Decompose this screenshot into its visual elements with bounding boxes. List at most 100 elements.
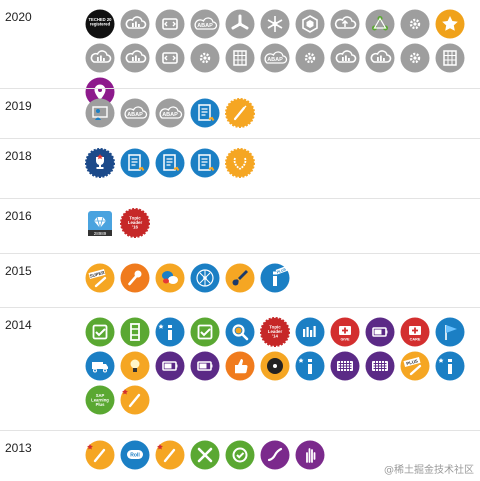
pen-star-icon[interactable] <box>85 440 115 470</box>
year-label: 2016 <box>5 209 32 223</box>
lightbulb-icon-graphic <box>120 351 150 381</box>
bar-chart-icon[interactable] <box>295 317 325 347</box>
building-icon-graphic <box>435 43 465 73</box>
svg-text:Leader: Leader <box>268 329 283 334</box>
network-nodes-icon[interactable] <box>365 9 395 39</box>
check-square-icon[interactable] <box>190 317 220 347</box>
thumbs-up-icon[interactable] <box>225 351 255 381</box>
gear-icon[interactable] <box>400 43 430 73</box>
check-square-icon[interactable] <box>85 317 115 347</box>
battery-icon-graphic <box>365 317 395 347</box>
network-nodes-icon-graphic <box>365 9 395 39</box>
cloud-chart-icon[interactable] <box>120 43 150 73</box>
topic-leader-seal-icon[interactable]: Topic Leader '16 <box>120 208 150 238</box>
super-pen-icon[interactable]: SUPER <box>85 263 115 293</box>
info-stars-icon[interactable] <box>295 351 325 381</box>
gear-icon[interactable] <box>190 43 220 73</box>
building-icon[interactable] <box>435 43 465 73</box>
abap-cloud-icon[interactable]: ABAP <box>155 98 185 128</box>
disc-icon[interactable] <box>260 351 290 381</box>
svg-text:Plus: Plus <box>96 402 106 407</box>
info-stars-icon[interactable] <box>155 317 185 347</box>
checkmark-icon[interactable] <box>225 440 255 470</box>
year-row-2020: 2020 TECHED 20 registered ABAP ABAP <box>0 0 480 107</box>
lightbulb-icon[interactable] <box>120 351 150 381</box>
abap-cloud-icon[interactable]: ABAP <box>120 98 150 128</box>
diamond-badge-icon-graphic: 28989 <box>88 211 112 236</box>
pen-stars-icon[interactable] <box>120 385 150 415</box>
plus-pen-icon[interactable]: PLUS <box>400 351 430 381</box>
trophy-seal-icon-graphic <box>85 148 115 178</box>
wreath-seal-icon[interactable] <box>225 148 255 178</box>
building-icon[interactable] <box>225 43 255 73</box>
truck-icon-graphic <box>85 351 115 381</box>
svg-text:SAP: SAP <box>96 393 105 398</box>
battery-icon[interactable] <box>365 317 395 347</box>
code-tag-icon[interactable] <box>155 9 185 39</box>
cloud-chart-icon-graphic <box>365 43 395 73</box>
magnifier-icon[interactable] <box>225 317 255 347</box>
cloud-chart-icon[interactable] <box>330 43 360 73</box>
diamond-badge-icon[interactable]: 28989 <box>85 208 115 238</box>
gear-icon[interactable] <box>400 9 430 39</box>
propeller-icon[interactable] <box>225 9 255 39</box>
guitar-icon[interactable] <box>225 263 255 293</box>
abap-cloud-icon[interactable]: ABAP <box>260 43 290 73</box>
gear-icon[interactable] <box>295 43 325 73</box>
svg-text:Roll: Roll <box>130 453 140 459</box>
document-edit-icon[interactable] <box>155 148 185 178</box>
microphone-icon[interactable] <box>120 263 150 293</box>
pen-stroke-icon[interactable] <box>260 440 290 470</box>
gear-icon-graphic <box>190 43 220 73</box>
hand-print-icon[interactable] <box>295 440 325 470</box>
info-icon[interactable] <box>435 351 465 381</box>
battery-icon[interactable] <box>190 351 220 381</box>
tools-icon[interactable] <box>190 440 220 470</box>
cloud-chart-icon[interactable] <box>120 9 150 39</box>
speech-bubbles-icon[interactable] <box>155 263 185 293</box>
document-edit-icon[interactable] <box>120 148 150 178</box>
first-aid-give-icon[interactable]: GIVE <box>330 317 360 347</box>
topic-leader-seal-icon[interactable]: Topic Leader '14 <box>260 317 290 347</box>
keyboard-icon[interactable] <box>330 351 360 381</box>
info-stars-icon-graphic <box>155 317 185 347</box>
film-strip-icon[interactable] <box>120 317 150 347</box>
snowflake-icon[interactable] <box>260 9 290 39</box>
pen-seal-icon[interactable] <box>155 440 185 470</box>
roll-tag-icon[interactable]: Roll <box>120 440 150 470</box>
pen-stroke-icon-graphic <box>260 440 290 470</box>
pen-seal-icon-graphic <box>155 440 185 470</box>
hexagon-cube-icon[interactable] <box>295 9 325 39</box>
svg-text:registered: registered <box>90 22 111 27</box>
abap-cloud-icon[interactable]: ABAP <box>190 9 220 39</box>
pen-seal-icon[interactable] <box>225 98 255 128</box>
cloud-upload-icon[interactable] <box>330 9 360 39</box>
info-icon-graphic <box>435 351 465 381</box>
abap-cloud-icon-graphic: ABAP <box>120 98 150 128</box>
code-tag-icon-graphic <box>155 43 185 73</box>
keyboard-icon[interactable] <box>365 351 395 381</box>
year-row-2013: 2013 Roll <box>0 430 480 481</box>
svg-text:Leader: Leader <box>128 220 143 225</box>
battery-icon[interactable] <box>155 351 185 381</box>
cloud-chart-icon[interactable] <box>85 43 115 73</box>
svg-text:CARE: CARE <box>410 338 421 342</box>
network-icon[interactable] <box>190 263 220 293</box>
trophy-seal-icon[interactable] <box>85 148 115 178</box>
info-plus-icon[interactable]: PLUS <box>260 263 290 293</box>
svg-text:ABAP: ABAP <box>162 112 178 118</box>
star-icon[interactable] <box>435 9 465 39</box>
flag-icon[interactable] <box>435 317 465 347</box>
code-tag-icon[interactable] <box>155 43 185 73</box>
sap-learning-plus-icon[interactable]: SAP Learning Plus <box>85 385 115 415</box>
year-label: 2014 <box>5 318 32 332</box>
document-edit-icon[interactable] <box>190 98 220 128</box>
info-stars-icon-graphic <box>295 351 325 381</box>
first-aid-care-icon[interactable]: CARE <box>400 317 430 347</box>
truck-icon[interactable] <box>85 351 115 381</box>
hand-print-icon-graphic <box>295 440 325 470</box>
cloud-chart-icon[interactable] <box>365 43 395 73</box>
person-screen-icon[interactable] <box>85 98 115 128</box>
teched-registered-icon[interactable]: TECHED 20 registered <box>85 9 115 39</box>
document-edit-icon[interactable] <box>190 148 220 178</box>
